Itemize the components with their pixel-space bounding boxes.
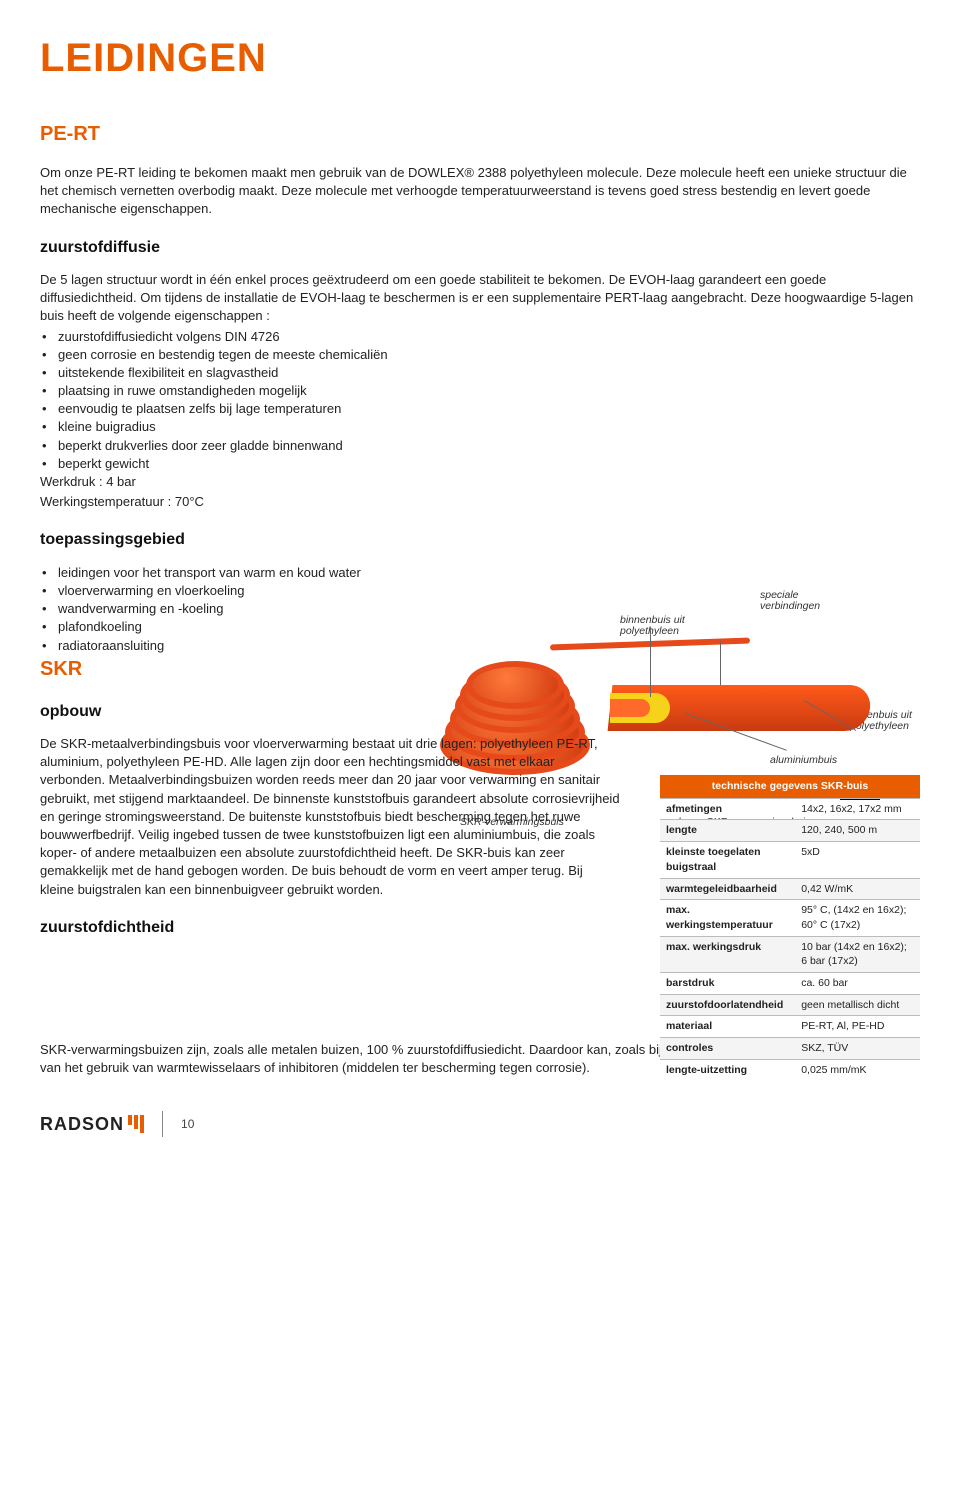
table-row: afmetingen14x2, 16x2, 17x2 mm (660, 798, 920, 820)
table-row: lengte120, 240, 500 m (660, 820, 920, 842)
table-cell-key: zuurstofdoorlatendheid (660, 994, 795, 1016)
page-title: LEIDINGEN (40, 30, 920, 86)
radson-brand-text: RADSON (40, 1112, 124, 1137)
table-row: barstdrukca. 60 bar (660, 972, 920, 994)
table-cell-value: 0,42 W/mK (795, 878, 920, 900)
table-cell-key: controles (660, 1038, 795, 1060)
footer: RADSON 10 (40, 1111, 920, 1137)
werkdruk-line: Werkdruk : 4 bar (40, 473, 920, 491)
list-item: plaatsing in ruwe omstandigheden mogelij… (40, 382, 920, 400)
list-item: uitstekende flexibiliteit en slagvasthei… (40, 364, 920, 382)
skr-text1: De SKR-metaalverbindingsbuis voor vloerv… (40, 735, 620, 899)
table-cell-key: max. werkingsdruk (660, 936, 795, 972)
pert-bullets: zuurstofdiffusiedicht volgens DIN 4726ge… (40, 328, 920, 474)
table-cell-key: lengte (660, 820, 795, 842)
table-cell-value: geen metallisch dicht (795, 994, 920, 1016)
table-cell-value: 5xD (795, 842, 920, 878)
toepassing-heading: toepassingsgebied (40, 529, 920, 551)
table-row: max. werkingsdruk10 bar (14x2 en 16x2); … (660, 936, 920, 972)
table-row: materiaalPE-RT, Al, PE-HD (660, 1016, 920, 1038)
list-item: beperkt drukverlies door zeer gladde bin… (40, 437, 920, 455)
werktemp-line: Werkingstemperatuur : 70°C (40, 493, 920, 511)
lower-wrap: De SKR-metaalverbindingsbuis voor vloerv… (40, 735, 920, 1035)
list-item: leidingen voor het transport van warm en… (40, 564, 920, 582)
table-cell-key: kleinste toegelaten buigstraal (660, 842, 795, 878)
list-item: eenvoudig te plaatsen zelfs bij lage tem… (40, 400, 920, 418)
radson-bars-icon (128, 1115, 144, 1133)
pert-intro: Om onze PE-RT leiding te bekomen maakt m… (40, 164, 920, 219)
table-cell-value: 0,025 mm/mK (795, 1059, 920, 1080)
table-cell-key: lengte-uitzetting (660, 1059, 795, 1080)
tech-table: technische gegevens SKR-buis afmetingen1… (660, 775, 920, 1080)
tech-table-title: technische gegevens SKR-buis (660, 775, 920, 798)
zuurstof-heading: zuurstofdiffusie (40, 237, 920, 259)
table-cell-key: afmetingen (660, 798, 795, 820)
list-item: kleine buigradius (40, 418, 920, 436)
table-cell-value: ca. 60 bar (795, 972, 920, 994)
radson-logo: RADSON (40, 1112, 144, 1137)
table-row: controlesSKZ, TÜV (660, 1038, 920, 1060)
table-cell-value: SKZ, TÜV (795, 1038, 920, 1060)
table-cell-value: 120, 240, 500 m (795, 820, 920, 842)
list-item: geen corrosie en bestendig tegen de mees… (40, 346, 920, 364)
dichtheid-heading: zuurstofdichtheid (40, 917, 620, 939)
table-cell-key: barstdruk (660, 972, 795, 994)
table-row: warmtegeleidbaarheid0,42 W/mK (660, 878, 920, 900)
table-row: lengte-uitzetting0,025 mm/mK (660, 1059, 920, 1080)
table-cell-value: 95° C, (14x2 en 16x2); 60° C (17x2) (795, 900, 920, 936)
table-cell-value: 10 bar (14x2 en 16x2); 6 bar (17x2) (795, 936, 920, 972)
table-row: kleinste toegelaten buigstraal5xD (660, 842, 920, 878)
table-cell-key: max. werkingstemperatuur (660, 900, 795, 936)
table-cell-value: 14x2, 16x2, 17x2 mm (795, 798, 920, 820)
zuurstof-text: De 5 lagen structuur wordt in één enkel … (40, 271, 920, 326)
list-item: zuurstofdiffusiedicht volgens DIN 4726 (40, 328, 920, 346)
pert-heading: PE-RT (40, 120, 920, 148)
footer-divider (162, 1111, 163, 1137)
page-number: 10 (181, 1116, 194, 1133)
table-cell-key: materiaal (660, 1016, 795, 1038)
table-row: zuurstofdoorlatendheidgeen metallisch di… (660, 994, 920, 1016)
list-item: beperkt gewicht (40, 455, 920, 473)
table-cell-value: PE-RT, Al, PE-HD (795, 1016, 920, 1038)
table-cell-key: warmtegeleidbaarheid (660, 878, 795, 900)
table-row: max. werkingstemperatuur95° C, (14x2 en … (660, 900, 920, 936)
callout-speciale: speciale verbindingen (760, 590, 830, 613)
callout-binnen: binnenbuis uit polyethyleen (620, 615, 710, 638)
